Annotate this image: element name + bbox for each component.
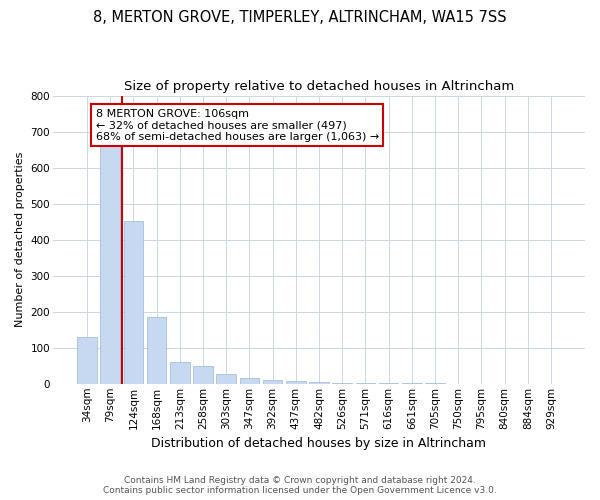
Bar [147,317,166,384]
Title: Size of property relative to detached houses in Altrincham: Size of property relative to detached ho… [124,80,514,93]
Text: Contains HM Land Registry data © Crown copyright and database right 2024.
Contai: Contains HM Land Registry data © Crown c… [103,476,497,495]
Bar [356,383,375,384]
Bar [217,374,236,384]
Text: 8 MERTON GROVE: 106sqm
← 32% of detached houses are smaller (497)
68% of semi-de: 8 MERTON GROVE: 106sqm ← 32% of detached… [95,108,379,142]
Bar [193,366,213,384]
Bar [332,383,352,384]
Bar [263,380,283,384]
Bar [309,382,329,384]
Bar [100,146,120,384]
Bar [239,378,259,384]
Bar [286,381,305,384]
Bar [170,362,190,384]
Bar [77,337,97,384]
Text: 8, MERTON GROVE, TIMPERLEY, ALTRINCHAM, WA15 7SS: 8, MERTON GROVE, TIMPERLEY, ALTRINCHAM, … [93,10,507,25]
Bar [124,221,143,384]
Bar [425,383,445,384]
X-axis label: Distribution of detached houses by size in Altrincham: Distribution of detached houses by size … [151,437,487,450]
Y-axis label: Number of detached properties: Number of detached properties [15,152,25,328]
